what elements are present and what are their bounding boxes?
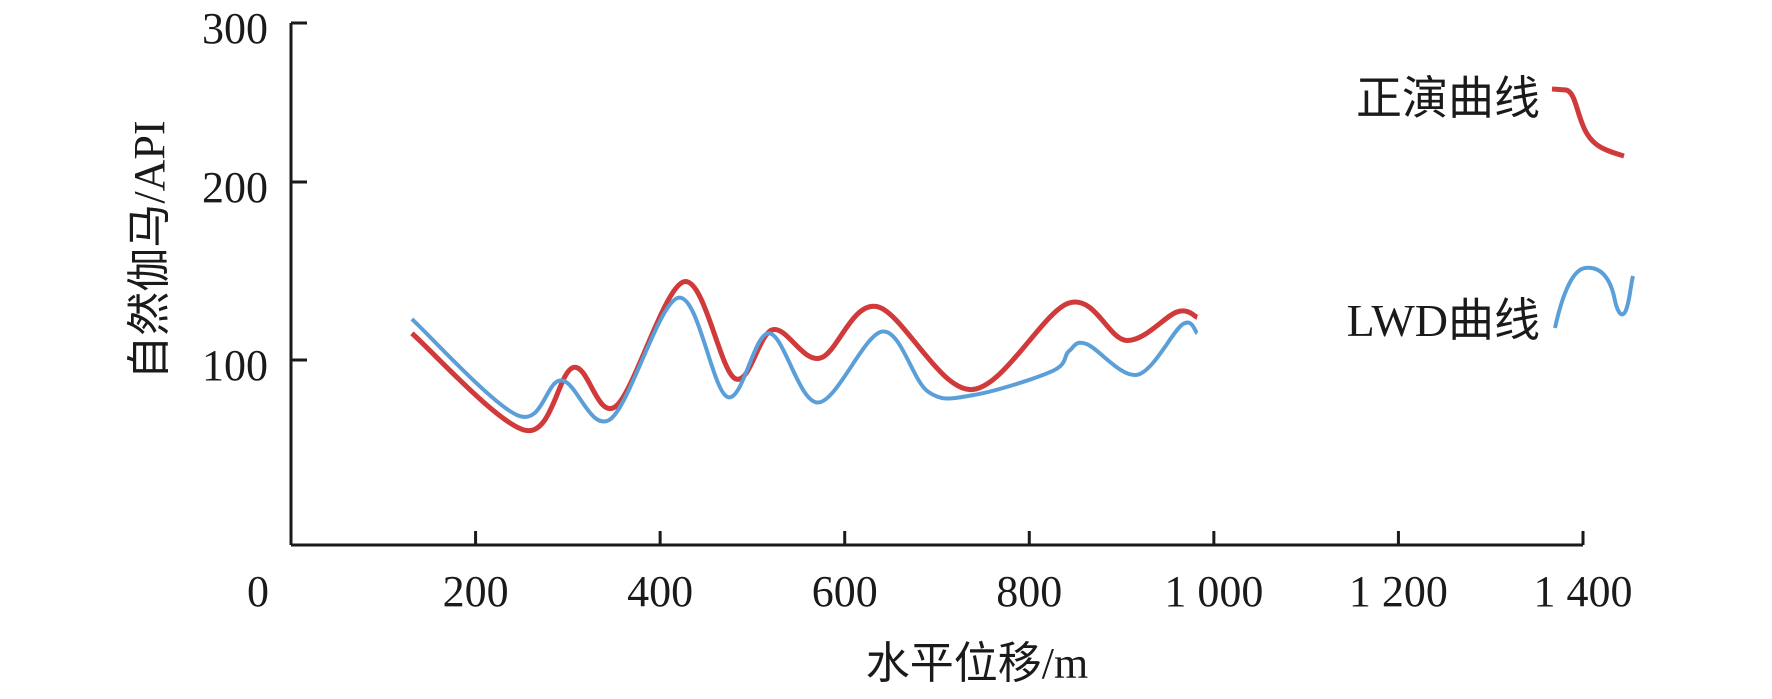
x-tick-label: 600 <box>812 567 878 616</box>
y-tick-label: 100 <box>202 341 268 390</box>
legend-label-forward: 正演曲线 <box>1356 73 1540 124</box>
legend-swatch-forward <box>1551 86 1625 159</box>
x-tick-label: 0 <box>247 567 269 616</box>
y-axis-label: 自然伽马/API <box>125 120 174 379</box>
legend: 正演曲线 LWD曲线 <box>1347 73 1635 346</box>
legend-label-lwd: LWD曲线 <box>1347 295 1540 346</box>
series-line-forward <box>410 279 1199 433</box>
y-tick-label: 300 <box>202 4 268 53</box>
legend-swatch-lwd <box>1553 265 1635 329</box>
series-lines <box>410 279 1199 433</box>
x-tick-label: 1 000 <box>1164 567 1263 616</box>
x-axis-label: 水平位移/m <box>866 639 1088 688</box>
series-line-lwd <box>410 295 1199 424</box>
tick-labels: 0 200 400 600 800 1 000 1 200 1 400 100 200 300 <box>202 4 1633 616</box>
x-tick-label: 1 200 <box>1349 567 1448 616</box>
x-tick-label: 1 400 <box>1534 567 1633 616</box>
x-tick-label: 200 <box>443 567 509 616</box>
axes <box>289 21 1585 547</box>
y-tick-label: 200 <box>202 163 268 212</box>
x-tick-label: 400 <box>627 567 693 616</box>
x-tick-label: 800 <box>996 567 1062 616</box>
